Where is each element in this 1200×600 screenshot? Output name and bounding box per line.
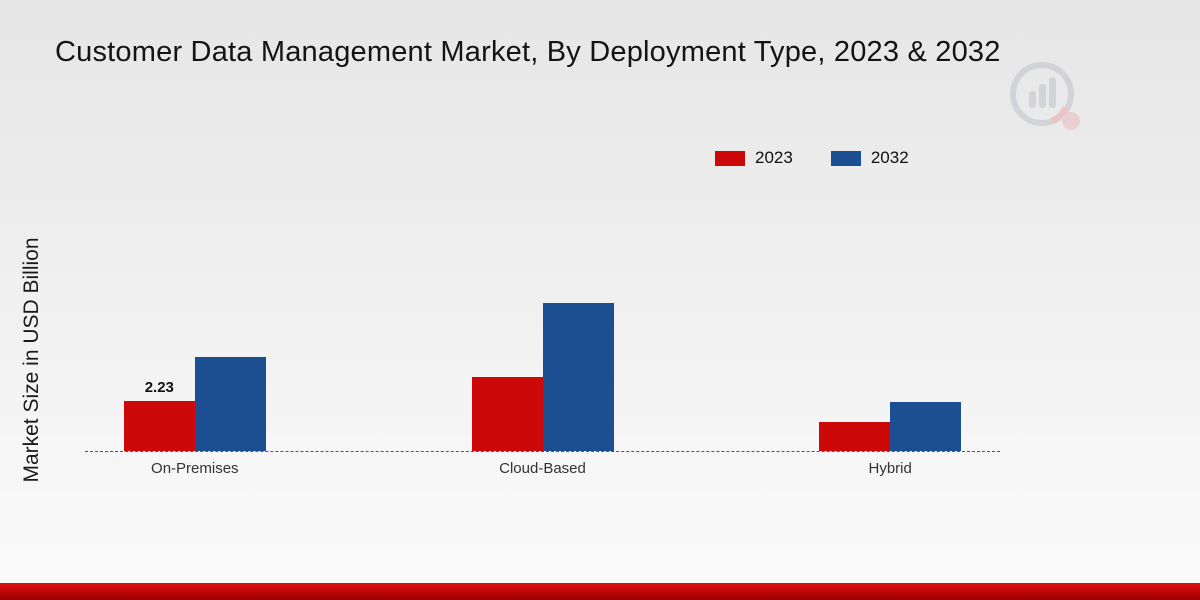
bar-group-cloud-based: Cloud-Based [471,302,614,477]
legend-item-2023: 2023 [715,148,793,168]
bar-slot [471,376,543,451]
footer-red-band [0,583,1200,600]
bar-slot [819,421,891,451]
bar-value-label: 2.23 [144,378,174,396]
x-axis-baseline [85,451,1000,452]
category-label-hybrid: Hybrid [868,460,912,477]
legend: 2023 2032 [715,148,909,168]
legend-label-2023: 2023 [755,148,793,167]
bar-2023-hybrid [819,421,891,451]
legend-item-2032: 2032 [830,148,909,168]
bar-2032-hybrid [890,401,962,451]
bar-2032-on-premises [194,356,266,451]
category-label-on-premises: On-Premises [151,460,239,477]
category-label-cloud-based: Cloud-Based [499,460,586,477]
bar-slot [542,302,614,451]
bar-2032-cloud-based [542,302,614,451]
bar-slot [194,356,266,451]
legend-swatch-2032 [830,150,861,166]
bar-slot: 2.23 [123,379,195,451]
bar-slot [890,401,962,451]
plot-area: 2.23 On-Premises Cloud-Based Hybrid [85,252,1000,477]
bar-2023-on-premises: 2.23 [123,379,195,451]
y-axis-label: Market Size in USD Billion [20,237,43,483]
bar-2023-cloud-based [471,376,543,451]
legend-swatch-2023 [715,150,745,166]
bar-group-hybrid: Hybrid [819,401,962,477]
bar-group-on-premises: 2.23 On-Premises [123,356,266,477]
chart-title: Customer Data Management Market, By Depl… [55,36,1001,68]
legend-label-2032: 2032 [870,148,909,167]
brand-logo-watermark [1010,62,1080,130]
